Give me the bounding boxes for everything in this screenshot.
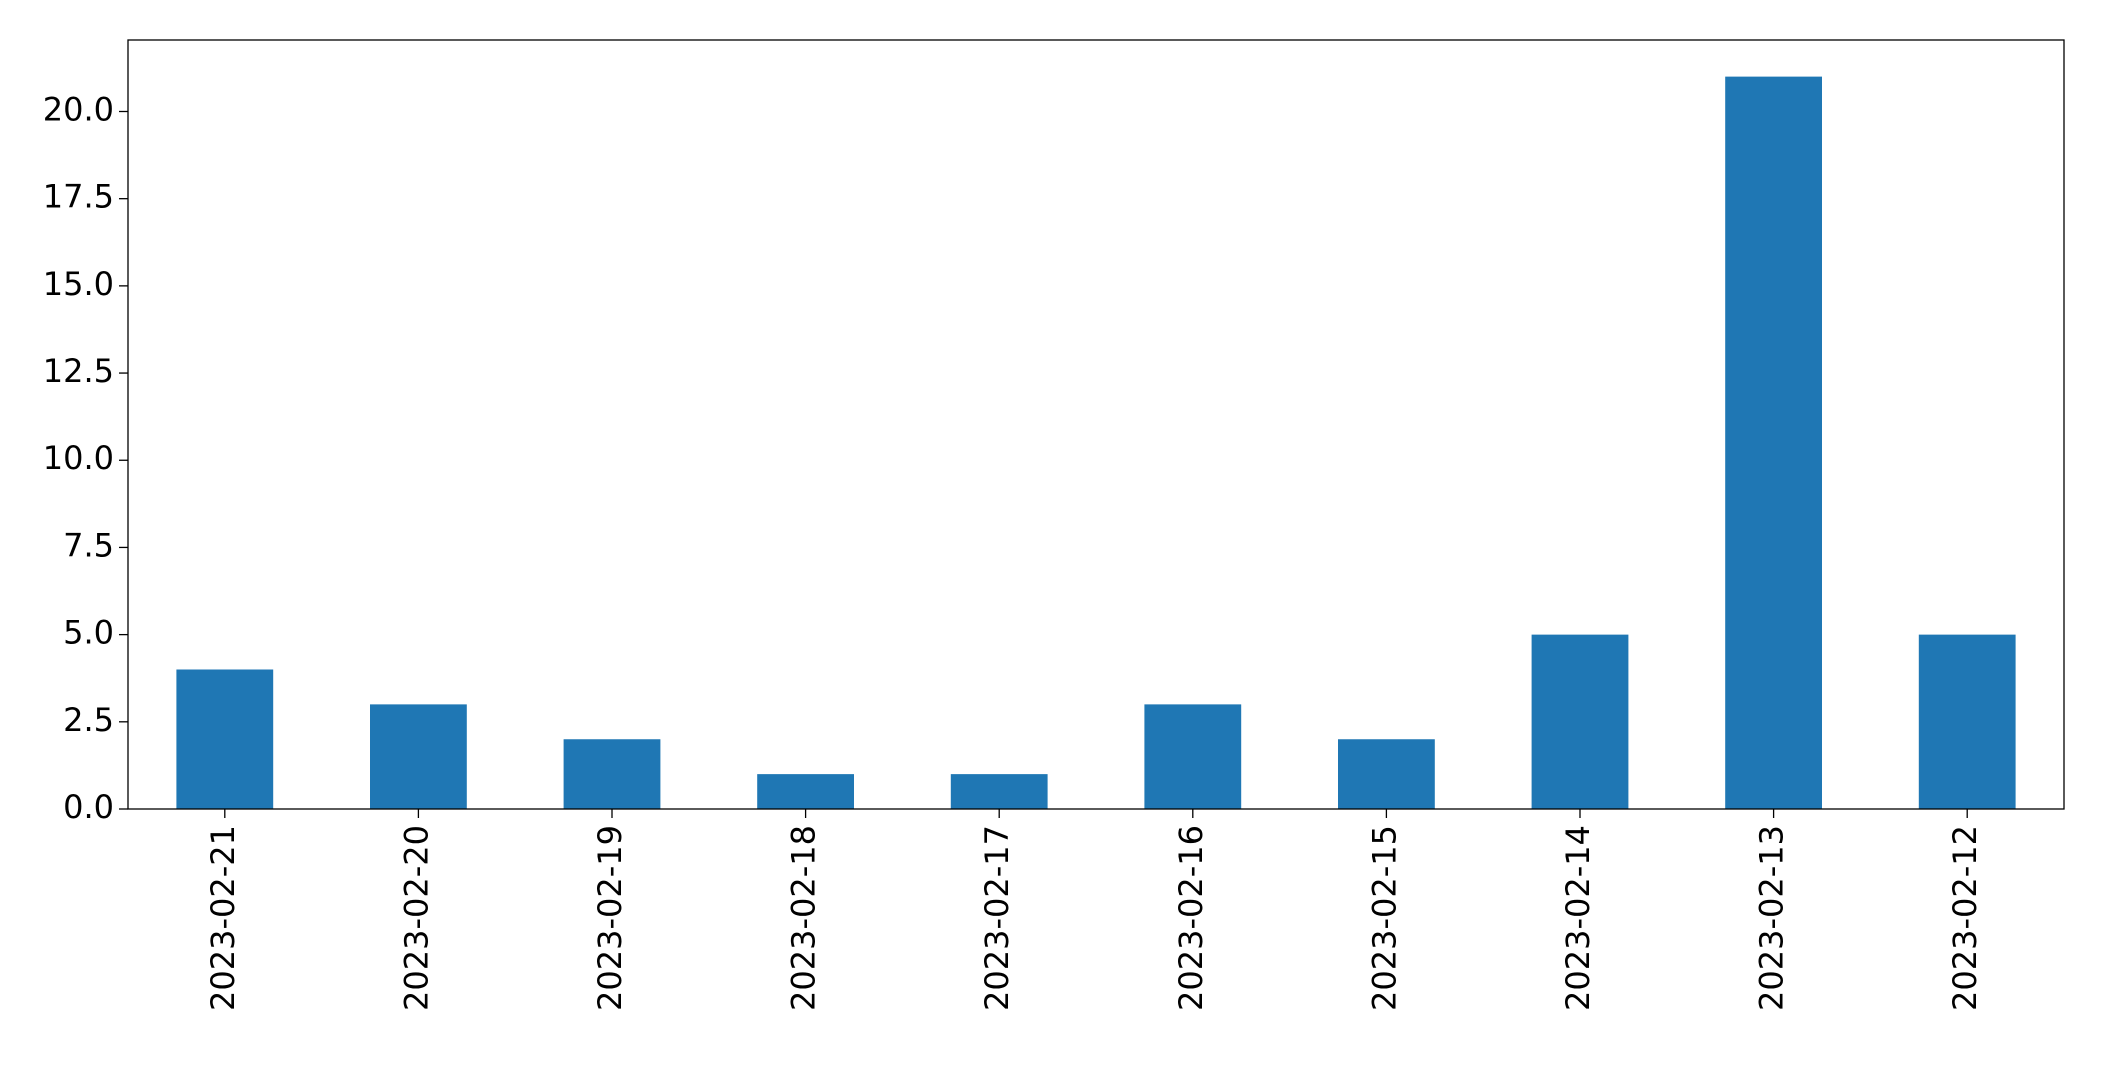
x-tick-label: 2023-02-14 bbox=[1559, 825, 1597, 1011]
bar bbox=[1338, 739, 1435, 809]
bar bbox=[1531, 634, 1629, 809]
y-tick-label: 20.0 bbox=[43, 90, 114, 128]
x-tick-label: 2023-02-16 bbox=[1172, 825, 1210, 1011]
bar bbox=[370, 704, 467, 809]
y-tick-label: 10.0 bbox=[43, 439, 114, 477]
x-tick-label: 2023-02-19 bbox=[591, 825, 629, 1011]
x-tick-label: 2023-02-18 bbox=[785, 825, 823, 1011]
bar bbox=[1725, 76, 1822, 810]
bar bbox=[757, 774, 854, 809]
y-tick-label: 5.0 bbox=[63, 614, 114, 652]
y-tick-label: 2.5 bbox=[63, 701, 114, 739]
x-tick-label: 2023-02-20 bbox=[397, 825, 435, 1011]
x-tick-label: 2023-02-17 bbox=[978, 825, 1016, 1011]
y-tick-label: 12.5 bbox=[43, 352, 114, 390]
x-tick-label: 2023-02-21 bbox=[204, 825, 242, 1011]
y-tick-label: 15.0 bbox=[43, 265, 114, 303]
x-tick-label: 2023-02-13 bbox=[1753, 825, 1791, 1011]
plot-frame bbox=[127, 39, 2065, 810]
bar bbox=[1918, 634, 2016, 809]
x-tick-label: 2023-02-12 bbox=[1946, 825, 1984, 1011]
y-tick-label: 7.5 bbox=[63, 526, 114, 564]
bar bbox=[563, 739, 661, 809]
bar bbox=[1144, 704, 1242, 809]
x-tick-label: 2023-02-15 bbox=[1365, 825, 1403, 1011]
bar bbox=[176, 669, 274, 809]
y-tick-label: 17.5 bbox=[43, 178, 114, 216]
bar bbox=[950, 774, 1048, 809]
y-tick-label: 0.0 bbox=[63, 788, 114, 826]
